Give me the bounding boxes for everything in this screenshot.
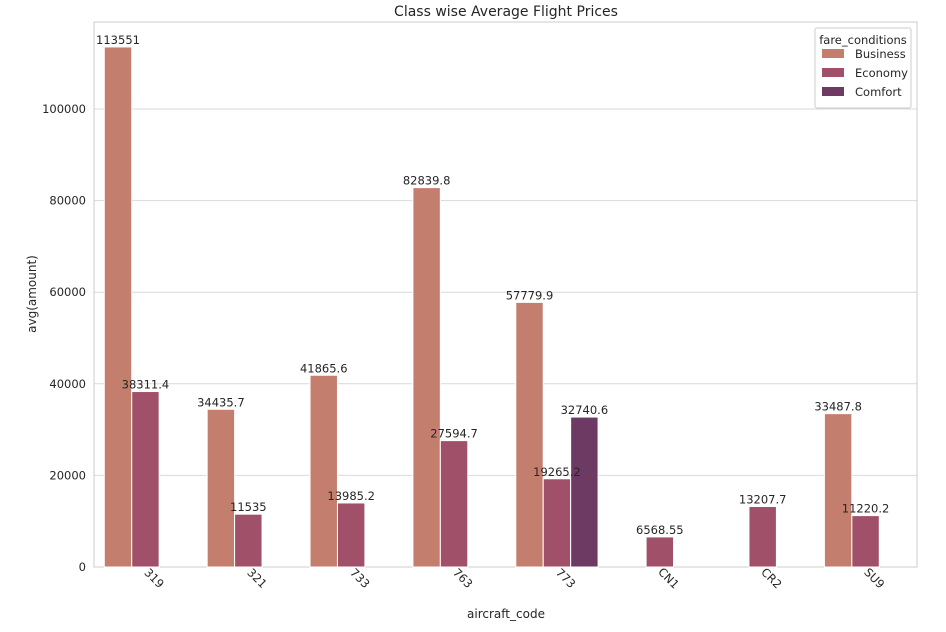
bar-economy-cr2 <box>748 506 777 568</box>
plot-frame <box>93 21 918 568</box>
legend-title: fare_conditions <box>819 33 907 47</box>
bar-economy-763 <box>439 440 469 568</box>
data-labels: 113551 38311.4 34435.7 11535 41865.6 13985.2 8… <box>96 33 889 537</box>
legend-swatch-comfort <box>822 87 844 96</box>
x-tick-label: 319 <box>142 565 167 590</box>
bar-economy-319 <box>131 391 160 568</box>
y-tick-label: 80000 <box>49 194 86 208</box>
data-label: 27594.7 <box>430 427 478 441</box>
bar-economy-cn1 <box>645 536 675 568</box>
legend-swatch-economy <box>822 68 844 77</box>
y-tick-label: 100000 <box>42 102 86 116</box>
bar-business-319 <box>103 46 133 568</box>
bar-business-su9 <box>823 413 853 568</box>
y-tick-label: 20000 <box>49 468 86 482</box>
y-tick-label: 0 <box>79 560 86 574</box>
legend-label-comfort: Comfort <box>855 85 902 99</box>
data-label: 34435.7 <box>197 395 245 409</box>
data-label: 38311.4 <box>122 378 170 392</box>
data-label: 57779.9 <box>506 288 554 302</box>
legend-label-business: Business <box>855 47 906 61</box>
data-label: 11220.2 <box>842 502 890 516</box>
legend-swatch-business <box>822 49 844 58</box>
y-axis-label: avg(amount) <box>25 255 39 333</box>
bar-business-321 <box>206 408 236 568</box>
data-label: 113551 <box>96 33 140 47</box>
data-label: 33487.8 <box>814 400 862 414</box>
data-label: 11535 <box>230 500 267 514</box>
y-tick-label: 60000 <box>49 285 86 299</box>
bars <box>103 46 880 568</box>
legend: fare_conditions Business Economy Comfort <box>814 27 912 109</box>
bar-economy-321 <box>234 513 263 568</box>
x-tick-label: 773 <box>553 565 578 590</box>
x-tick-label: SU9 <box>861 565 887 591</box>
x-axis: 319 321 733 763 773 CN1 CR2 SU9 <box>142 565 888 592</box>
data-label: 82839.8 <box>403 174 451 188</box>
x-tick-label: 321 <box>244 565 269 590</box>
data-label: 13207.7 <box>739 493 787 507</box>
bar-economy-su9 <box>851 515 880 568</box>
data-label: 32740.6 <box>561 403 609 417</box>
data-label: 13985.2 <box>327 489 375 503</box>
chart-title: Class wise Average Flight Prices <box>394 4 618 20</box>
y-tick-label: 40000 <box>49 377 86 391</box>
bar-economy-773 <box>542 478 572 568</box>
x-axis-label: aircraft_code <box>467 607 545 621</box>
bar-business-773 <box>515 301 544 568</box>
x-tick-label: CR2 <box>758 565 784 591</box>
data-label: 6568.55 <box>636 523 684 537</box>
data-label: 19265.2 <box>533 465 581 479</box>
x-tick-label: 763 <box>450 565 475 590</box>
bar-economy-733 <box>336 502 366 568</box>
bar-business-763 <box>412 187 441 568</box>
legend-label-economy: Economy <box>855 66 908 80</box>
data-label: 41865.6 <box>300 361 348 375</box>
x-tick-label: 733 <box>347 565 372 590</box>
y-axis: 0 20000 40000 60000 80000 100000 <box>42 102 86 574</box>
bar-business-733 <box>309 374 338 568</box>
bar-comfort-773 <box>570 416 599 568</box>
x-tick-label: CN1 <box>655 565 682 592</box>
